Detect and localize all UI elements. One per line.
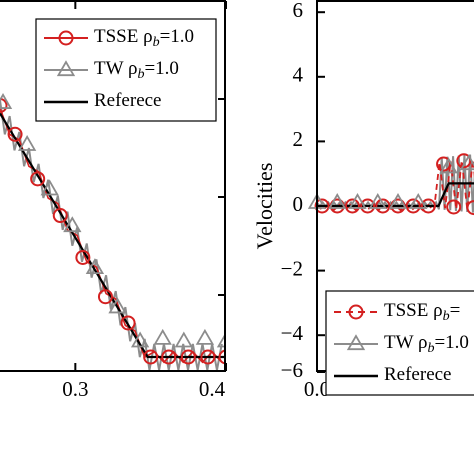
- tw-marker: [348, 192, 367, 209]
- tsse-marker: [375, 198, 391, 214]
- left-x-tick-label: 0.3: [62, 377, 88, 401]
- tw-marker: [130, 331, 150, 348]
- tw-marker: [368, 192, 387, 209]
- tsse-marker: [7, 126, 23, 142]
- tsse-marker: [0, 97, 8, 113]
- tw-marker: [85, 258, 105, 275]
- right-y-tick-label: −4: [281, 321, 304, 345]
- left-tick-labels: 0.3 0.4: [62, 377, 225, 401]
- tsse-marker: [360, 198, 376, 214]
- tw-marker: [328, 192, 347, 209]
- left-legend-label-reference: Referece: [94, 90, 162, 111]
- right-legend-label-tsse: TSSE ρb=: [384, 300, 460, 324]
- tsse-marker: [446, 199, 462, 215]
- left-legend-marker-tw: [56, 60, 76, 77]
- tw-marker: [388, 192, 408, 209]
- tw-marker: [174, 331, 193, 348]
- left-chart-panel: 0.3 0.4 TSSE ρb=1.0 TW ρb=1.0 Referece: [0, 0, 227, 401]
- tsse-marker: [405, 198, 421, 214]
- right-y-tick-label: 4: [293, 63, 304, 87]
- right-y-axis-title: Velocities: [252, 163, 277, 250]
- tsse-marker: [344, 198, 360, 214]
- tw-series-line: [0, 100, 223, 371]
- tsse-marker: [436, 156, 452, 172]
- tw-marker: [40, 179, 59, 196]
- tsse-marker: [30, 171, 46, 187]
- tw-marker: [195, 328, 215, 345]
- tw-marker: [108, 297, 127, 314]
- tsse-marker: [75, 249, 91, 265]
- right-y-tick-label: 2: [293, 127, 304, 151]
- right-y-tick-label: −6: [281, 358, 303, 382]
- tw-marker: [63, 216, 82, 233]
- left-x-tick-label: 0.4: [199, 377, 226, 401]
- reference-series-line: [317, 182, 474, 208]
- tw-marker: [439, 157, 458, 174]
- left-legend-label-tsse: TSSE ρb=1.0: [94, 26, 194, 50]
- tw-marker: [409, 192, 428, 209]
- right-legend-marker-tw: [346, 334, 366, 351]
- tw-marker: [17, 134, 37, 151]
- right-y-tick-label: −2: [281, 256, 303, 280]
- left-plot-area: [0, 93, 226, 371]
- tsse-marker: [97, 289, 113, 305]
- tsse-marker: [180, 349, 196, 365]
- tw-marker: [459, 154, 474, 171]
- right-legend-marker-tsse: [348, 304, 364, 320]
- tsse-marker: [420, 198, 436, 214]
- right-y-tick-label: 0: [293, 192, 304, 216]
- tsse-marker: [200, 349, 216, 365]
- tsse-marker: [52, 208, 68, 224]
- tsse-marker: [456, 153, 472, 169]
- right-plot-area: [308, 153, 474, 216]
- left-legend: TSSE ρb=1.0 TW ρb=1.0 Referece: [35, 18, 217, 122]
- tsse-marker: [314, 198, 330, 214]
- tsse-marker: [143, 349, 159, 365]
- tw-marker: [0, 93, 13, 109]
- right-legend-label-reference: Referece: [384, 364, 452, 385]
- tsse-marker: [120, 315, 136, 331]
- left-legend-label-tw: TW ρb=1.0: [94, 58, 179, 82]
- left-legend-marker-tsse: [58, 30, 74, 46]
- right-y-tick-label: 6: [293, 0, 304, 22]
- right-legend: TSSE ρb= TW ρb=1.0 Referece: [325, 290, 474, 396]
- tsse-marker: [218, 349, 226, 365]
- left-axes: [0, 0, 227, 372]
- right-legend-label-tw: TW ρb=1.0: [384, 332, 469, 356]
- tsse-marker: [161, 349, 177, 365]
- tw-marker: [216, 331, 226, 348]
- tw-marker: [153, 328, 172, 345]
